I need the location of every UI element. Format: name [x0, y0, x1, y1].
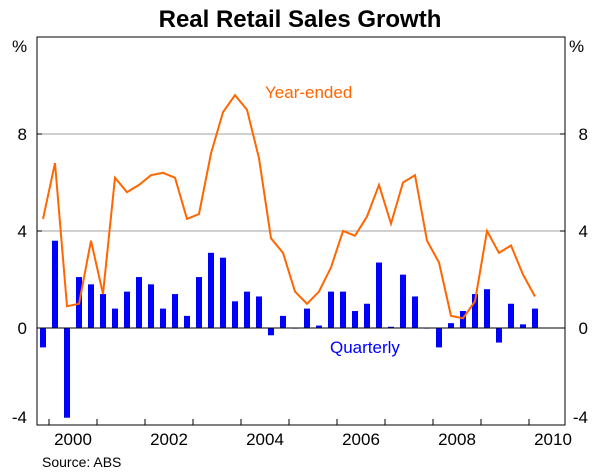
x-tick-label: 2010	[534, 430, 572, 449]
quarterly-bar	[148, 284, 154, 328]
quarterly-bar	[136, 277, 142, 328]
quarterly-bar	[484, 289, 490, 328]
gridlines	[37, 133, 565, 232]
quarterly-bar	[64, 328, 70, 418]
right-unit-label: %	[569, 37, 584, 56]
quarterly-bar	[232, 301, 238, 328]
x-tick-label: 2008	[438, 430, 476, 449]
quarterly-bar	[280, 315, 286, 328]
quarterly-bar	[412, 296, 418, 328]
year-ended-label: Year-ended	[265, 83, 352, 102]
quarterly-bar	[172, 294, 178, 328]
quarterly-bar	[328, 291, 334, 328]
quarterly-label: Quarterly	[330, 338, 400, 357]
quarterly-bar	[244, 291, 250, 328]
quarterly-bar	[508, 303, 514, 328]
x-tick-label: 2000	[54, 430, 92, 449]
quarterly-bar	[448, 323, 454, 328]
y-tick-label-left: 4	[18, 222, 27, 241]
quarterly-bar	[436, 328, 442, 348]
quarterly-bar	[268, 328, 274, 336]
quarterly-bar	[388, 326, 394, 328]
year-ended-line	[42, 93, 536, 320]
quarterly-bar	[208, 252, 214, 328]
left-unit-label: %	[12, 37, 27, 56]
quarterly-bar	[376, 262, 382, 328]
quarterly-bar	[88, 284, 94, 328]
x-tick-label: 2006	[342, 430, 380, 449]
quarterly-bar	[520, 324, 526, 328]
quarterly-bar	[352, 311, 358, 328]
quarterly-bar	[256, 296, 262, 328]
y-tick-label-right: -4	[573, 408, 588, 427]
y-tick-label-right: 0	[579, 319, 588, 338]
quarterly-bar	[472, 294, 478, 328]
quarterly-bar	[124, 291, 130, 328]
quarterly-bar	[496, 328, 502, 343]
quarterly-bar	[220, 257, 226, 328]
quarterly-bar	[52, 240, 58, 328]
y-tick-label-left: -4	[12, 408, 27, 427]
quarterly-bar	[364, 303, 370, 328]
quarterly-bar	[40, 328, 46, 348]
y-tick-label-left: 0	[18, 319, 27, 338]
quarterly-bar	[196, 277, 202, 328]
quarterly-bars	[40, 240, 538, 418]
quarterly-bar	[184, 315, 190, 328]
quarterly-bar	[112, 308, 118, 328]
y-tick-label-left: 8	[18, 125, 27, 144]
x-axis-ticks: 2000 2002 2004 2006 2008 2010	[48, 419, 572, 449]
y-tick-label-right: 8	[579, 125, 588, 144]
quarterly-bar	[460, 311, 466, 328]
y-tick-label-right: 4	[579, 222, 588, 241]
quarterly-bar	[340, 291, 346, 328]
x-tick-label: 2004	[246, 430, 284, 449]
x-tick-label: 2002	[150, 430, 188, 449]
quarterly-bar	[304, 308, 310, 328]
y-axis-ticks: -4 -4 0 0 4 4 8 8	[12, 125, 588, 427]
chart-title: Real Retail Sales Growth	[159, 6, 442, 33]
quarterly-bar	[532, 308, 538, 328]
quarterly-bar	[160, 308, 166, 328]
quarterly-bar	[400, 274, 406, 328]
quarterly-bar	[100, 294, 106, 328]
source-note: Source: ABS	[42, 454, 121, 470]
quarterly-bar	[316, 325, 322, 328]
